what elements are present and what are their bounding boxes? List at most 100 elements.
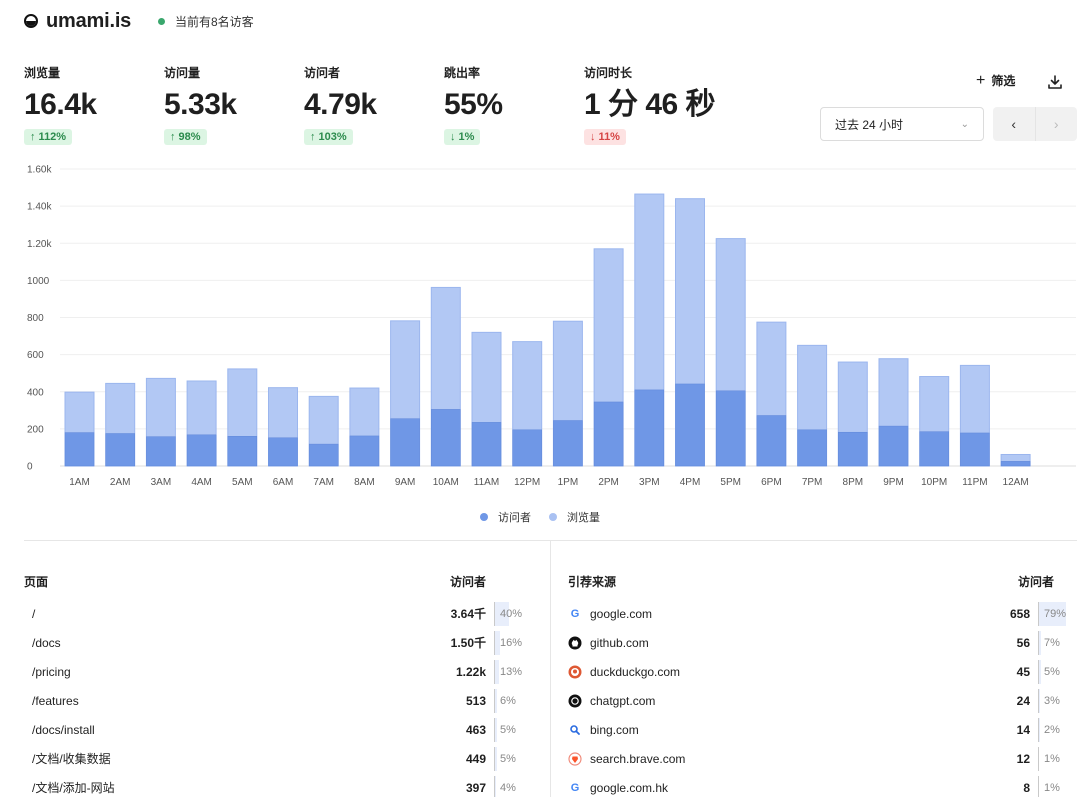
row-label-text: /文档/添加-网站: [32, 781, 115, 795]
filter-button[interactable]: + 筛选: [976, 72, 1015, 89]
table-row[interactable]: chatgpt.com 24 3%: [568, 686, 1072, 715]
table-row[interactable]: /文档/添加-网站 397 4%: [24, 773, 528, 797]
row-count: 513: [465, 693, 486, 708]
bar-visitors: [186, 434, 217, 467]
x-tick-label: 4AM: [191, 477, 212, 488]
row-label: /docs: [24, 636, 426, 650]
x-tick-label: 10PM: [921, 477, 947, 488]
row-percent-text: 2%: [1044, 723, 1060, 736]
table-row[interactable]: github.com 56 7%: [568, 628, 1072, 657]
row-count: 658: [1009, 606, 1030, 621]
y-tick-label: 1.60k: [27, 165, 52, 176]
table-row[interactable]: search.brave.com 12 1%: [568, 744, 1072, 773]
table-row[interactable]: duckduckgo.com 45 5%: [568, 657, 1072, 686]
metric-visitors: 访问者 4.79k ↑ 103%: [304, 64, 377, 145]
row-label-text: /docs: [32, 635, 61, 650]
next-period-button[interactable]: ›: [1034, 107, 1077, 141]
table-row[interactable]: /features 513 6%: [24, 686, 528, 715]
table-title: 页面: [24, 575, 49, 589]
y-tick-label: 200: [27, 424, 44, 435]
bar-visitors: [105, 433, 135, 467]
row-percent-text: 13%: [500, 665, 523, 678]
brave-icon: [568, 751, 582, 766]
bar-visitors: [838, 431, 868, 467]
row-percent: 6%: [494, 688, 528, 713]
row-label-text: /文档/收集数据: [32, 752, 111, 766]
row-count: 1.22k: [455, 664, 486, 679]
chatgpt-icon: [568, 694, 582, 708]
row-count: 56: [1016, 635, 1030, 650]
table-row[interactable]: bing.com 14 2%: [568, 715, 1072, 744]
row-count: 463: [465, 722, 486, 737]
x-tick-label: 4PM: [680, 477, 701, 488]
percent-bar: [495, 717, 497, 742]
row-percent-text: 5%: [500, 752, 516, 765]
percent-bar: [1039, 601, 1066, 626]
row-label-text: google.com.hk: [590, 780, 669, 795]
row-label-text: /pricing: [32, 664, 71, 679]
metric-label: 访问量: [164, 66, 201, 80]
date-nav: ‹ ›: [993, 107, 1077, 141]
download-icon[interactable]: [1046, 73, 1064, 91]
row-count: 397: [465, 780, 486, 795]
app-logo-text[interactable]: umami.is: [46, 9, 132, 32]
table-row[interactable]: /pricing 1.22k 13%: [24, 657, 528, 686]
bar-visitors: [797, 429, 827, 467]
date-range-value: 过去 24 小时: [835, 117, 904, 132]
bar-visitors: [390, 418, 420, 467]
prev-period-button[interactable]: ‹: [993, 107, 1035, 141]
row-percent-text: 5%: [500, 723, 516, 736]
column-divider: [550, 541, 551, 797]
bing-icon: [568, 723, 582, 737]
row-percent-text: 16%: [500, 636, 523, 649]
x-tick-label: 2AM: [110, 477, 131, 488]
x-tick-label: 12AM: [1003, 477, 1029, 488]
row-percent-text: 1%: [1044, 781, 1060, 794]
row-count: 8: [1023, 780, 1030, 795]
bar-visitors: [675, 383, 705, 467]
table-row[interactable]: / 3.64千 40%: [24, 599, 528, 628]
google-icon: G: [570, 607, 580, 620]
y-tick-label: 1.40k: [27, 202, 52, 213]
bar-visitors: [553, 420, 583, 467]
x-tick-label: 12PM: [514, 477, 540, 488]
legend-item-views[interactable]: 浏览量: [549, 509, 600, 525]
table-row[interactable]: /文档/收集数据 449 5%: [24, 744, 528, 773]
row-percent: 1%: [1038, 746, 1072, 771]
x-tick-label: 6PM: [761, 477, 782, 488]
bar-visitors: [960, 432, 990, 467]
x-tick-label: 7AM: [313, 477, 334, 488]
metric-value: 5.33k: [164, 88, 237, 121]
legend-dot-icon: [549, 513, 557, 521]
x-tick-label: 9AM: [395, 477, 416, 488]
github-icon: [568, 636, 582, 650]
bar-visitors: [308, 443, 339, 467]
chart-legend: 访问者 浏览量: [0, 509, 1080, 525]
row-label-text: /: [32, 606, 36, 621]
row-label: /: [24, 607, 426, 621]
row-label: /docs/install: [24, 723, 426, 737]
bar-visitors: [756, 415, 787, 467]
row-label: /文档/收集数据: [24, 750, 426, 767]
x-tick-label: 10AM: [433, 477, 459, 488]
bar-visitors: [1000, 461, 1031, 467]
row-label: chatgpt.com: [568, 694, 970, 708]
bar-visitors: [715, 390, 746, 467]
metric-views: 浏览量 16.4k ↑ 112%: [24, 64, 97, 145]
table-row[interactable]: /docs/install 463 5%: [24, 715, 528, 744]
live-visitors: 当前有8名访客: [158, 13, 254, 30]
row-percent: 40%: [494, 601, 528, 626]
table-row[interactable]: /docs 1.50千 16%: [24, 628, 528, 657]
metric-change: ↑ 112%: [24, 129, 73, 145]
legend-item-visitors[interactable]: 访问者: [480, 509, 531, 525]
date-range-select[interactable]: 过去 24 小时 ⌄: [820, 107, 984, 141]
visitors-chart: 0 200 400 600 800 1000 1.20k 1.40k 1.60k 1AM 2AM 3A…: [27, 165, 1076, 488]
row-label-text: chatgpt.com: [590, 693, 656, 708]
row-percent-text: 4%: [500, 781, 516, 794]
row-count: 1.50千: [450, 636, 486, 650]
row-label: /features: [24, 694, 426, 708]
